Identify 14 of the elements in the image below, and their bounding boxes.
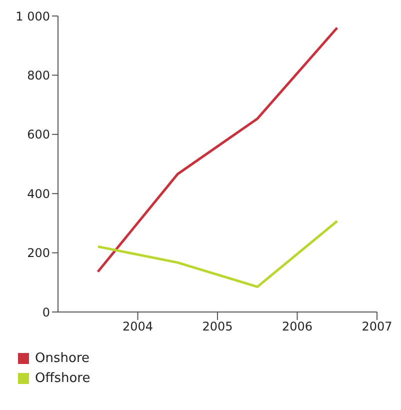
y-tick-label: 600: [27, 128, 50, 142]
x-tick-label: 2005: [202, 320, 233, 334]
line-series: [96, 26, 338, 273]
x-tick-label: 2007: [362, 320, 392, 334]
y-tick-label: 0: [42, 305, 50, 320]
legend-label: Offshore: [35, 370, 90, 386]
y-tick-label: 800: [27, 68, 50, 82]
line-series: [96, 220, 338, 288]
y-tick-label: 400: [27, 186, 50, 201]
x-tick-label: 2006: [282, 320, 313, 334]
x-tick-label: 2004: [122, 320, 154, 334]
legend-label: Onshore: [35, 350, 90, 366]
y-tick-label: 200: [27, 246, 50, 260]
y-tick-label: 1 000: [16, 9, 50, 24]
